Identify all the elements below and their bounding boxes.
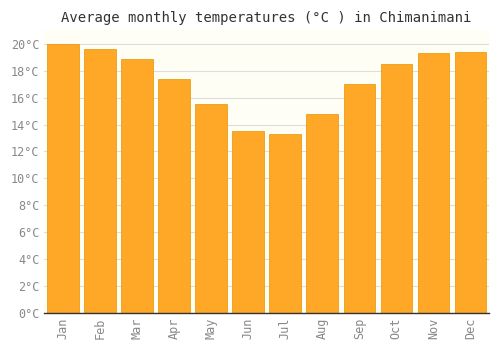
Bar: [47, 44, 78, 313]
Bar: [122, 59, 153, 313]
Bar: [380, 64, 412, 313]
Title: Average monthly temperatures (°C ) in Chimanimani: Average monthly temperatures (°C ) in Ch…: [62, 11, 472, 25]
Bar: [344, 84, 375, 313]
Bar: [232, 131, 264, 313]
Bar: [196, 104, 227, 313]
Bar: [84, 49, 116, 313]
Bar: [158, 79, 190, 313]
Bar: [306, 114, 338, 313]
Bar: [270, 134, 301, 313]
Bar: [418, 53, 449, 313]
Bar: [454, 52, 486, 313]
